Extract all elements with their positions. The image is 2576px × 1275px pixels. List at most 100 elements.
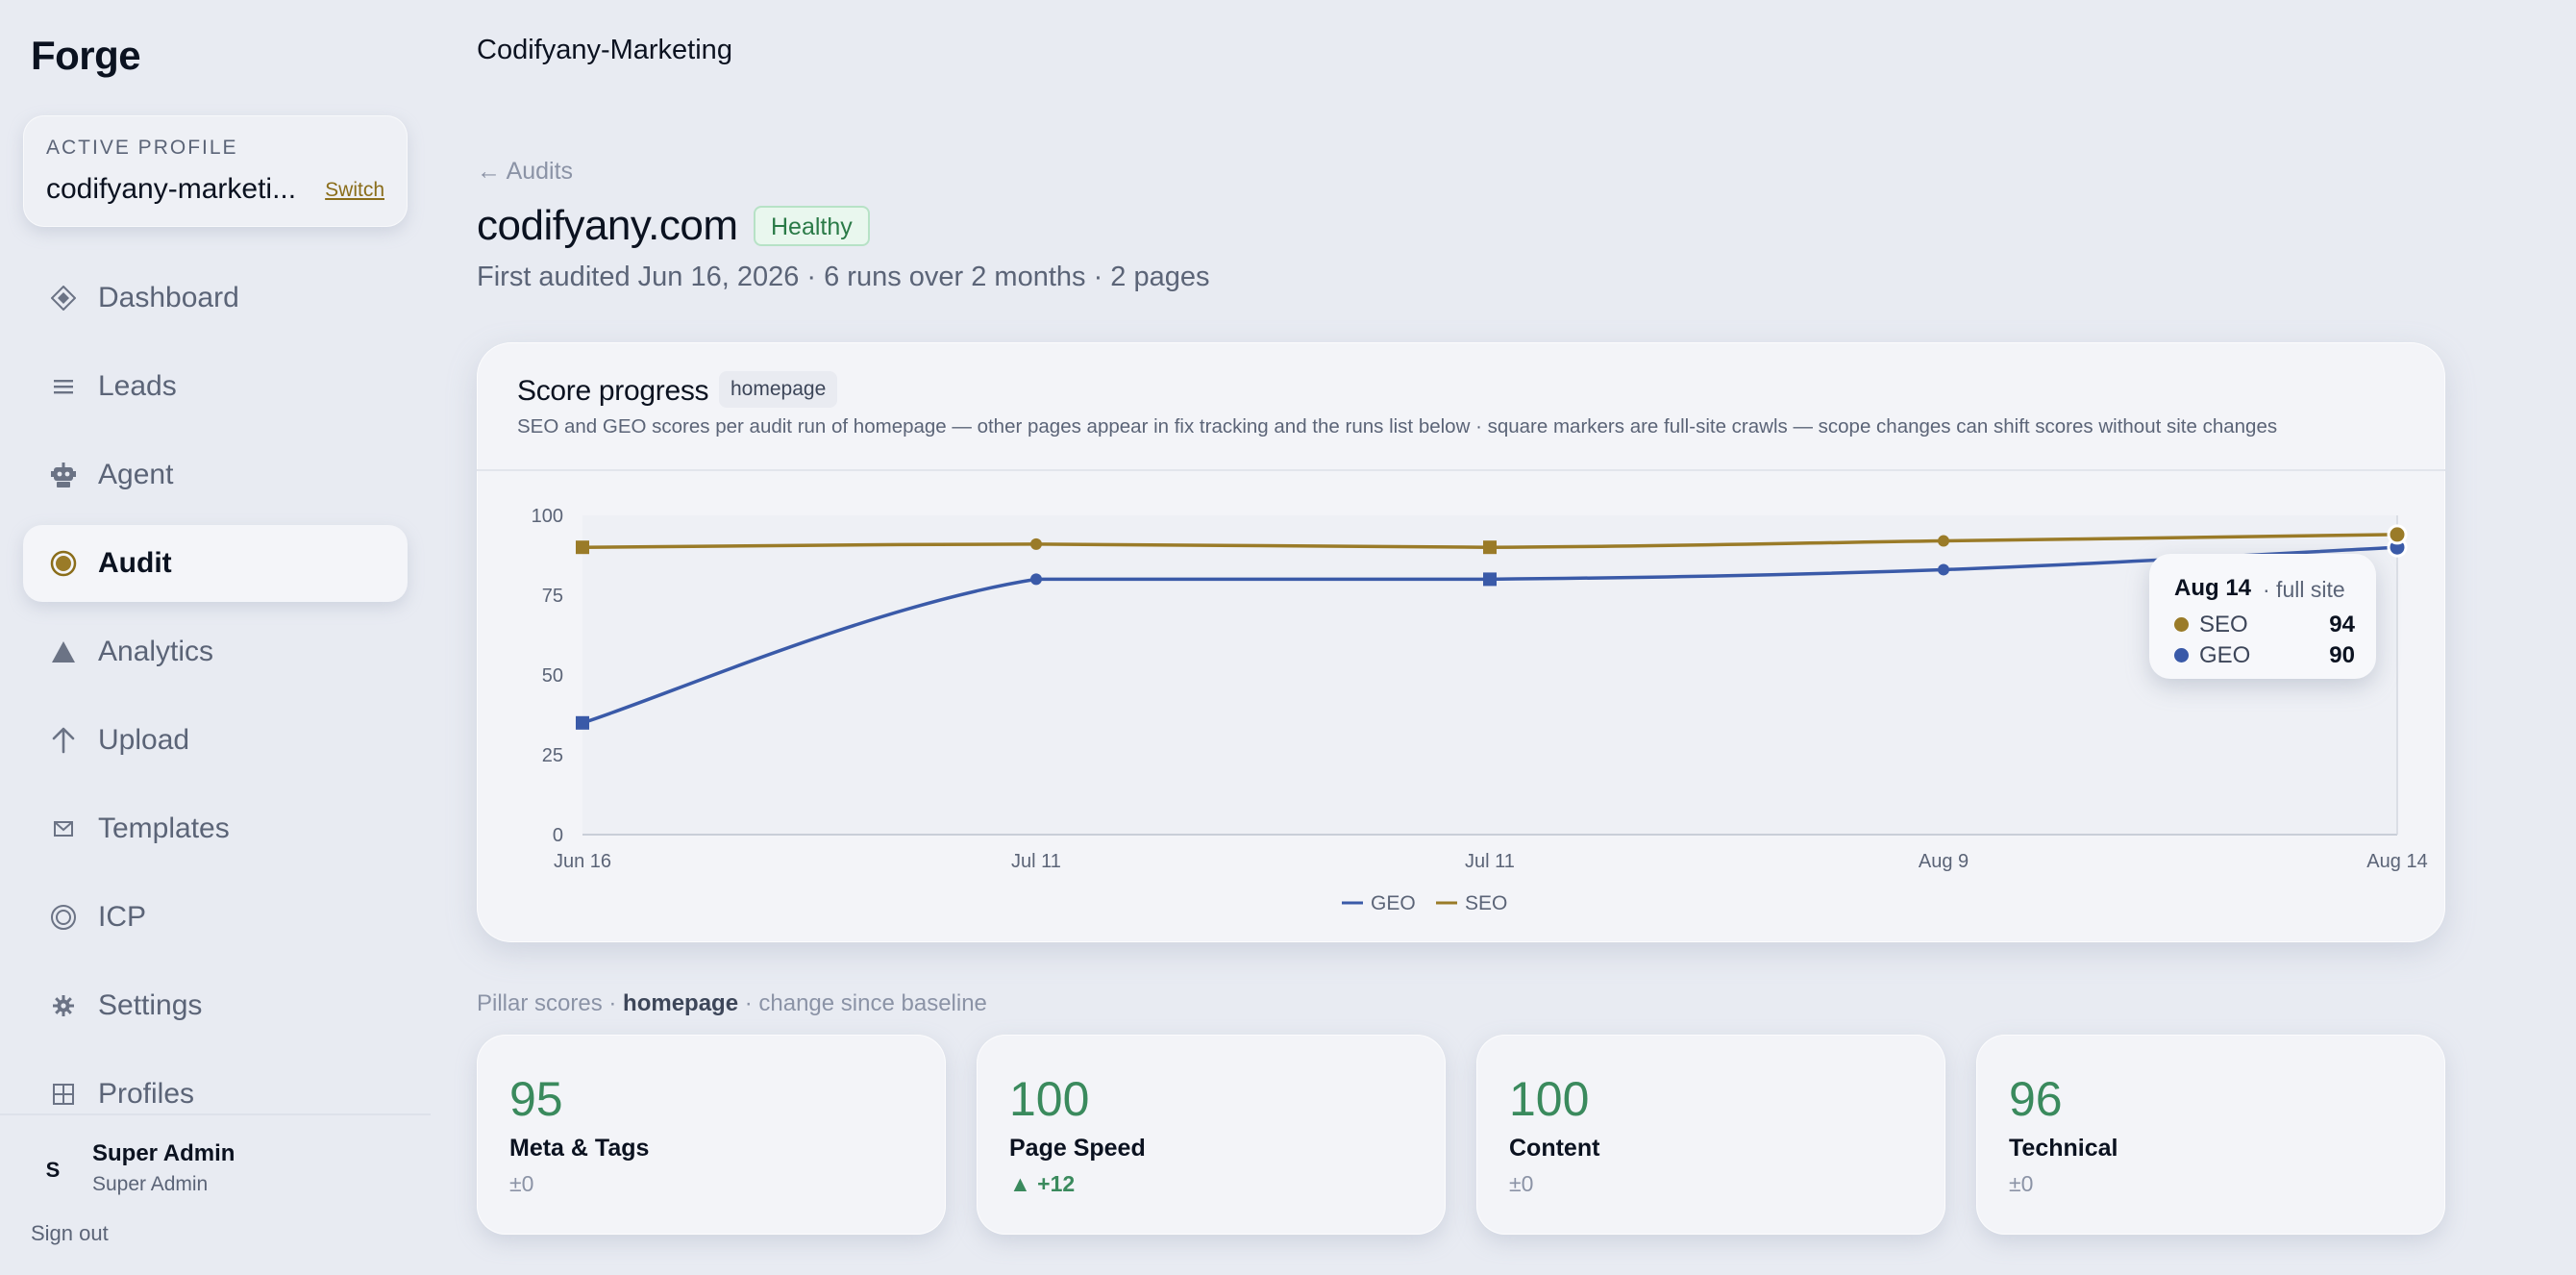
tooltip-series-name: SEO [2199, 612, 2248, 638]
sidebar-item-agent[interactable]: Agent [23, 437, 408, 513]
pillar-name: Page Speed [1009, 1135, 1146, 1162]
workspace-title: Codifyany-Marketing [477, 35, 732, 65]
robot-icon [50, 462, 77, 488]
pillar-delta: ±0 [1509, 1171, 1534, 1196]
user-name: Super Admin [92, 1140, 235, 1166]
tooltip-scope: · full site [2263, 577, 2345, 602]
target-icon [50, 550, 77, 577]
pillar-header-prefix: Pillar scores · [477, 990, 624, 1016]
sidebar-item-dashboard[interactable]: Dashboard [23, 260, 408, 337]
sidebar-item-audit[interactable]: Audit [23, 525, 408, 602]
pillar-name: Meta & Tags [509, 1135, 650, 1162]
x-tick-label: Aug 9 [1919, 851, 1969, 872]
arrow-up-icon [50, 727, 77, 754]
sidebar-item-label: Profiles [98, 1078, 195, 1110]
tooltip-series-name: GEO [2199, 642, 2251, 668]
chart-tooltip: Aug 14 · full site SEO 94 GEO 90 [2149, 554, 2376, 679]
seo-point-active [2387, 524, 2408, 545]
scope-tag: homepage [719, 371, 838, 408]
pillar-card-technical: 96 Technical ±0 [1976, 1035, 2445, 1235]
sidebar-item-upload[interactable]: Upload [23, 702, 408, 779]
y-tick-label: 100 [532, 506, 563, 527]
pillar-scores-header: Pillar scores · homepage · change since … [477, 990, 987, 1017]
active-profile-card: ACTIVE PROFILE codifyany-marketi... Swit… [23, 115, 408, 227]
sidebar-item-analytics[interactable]: Analytics [23, 613, 408, 690]
diamond-icon [50, 285, 77, 312]
active-profile-label: ACTIVE PROFILE [46, 137, 238, 159]
geo-legend-label: GEO [1371, 892, 1416, 914]
geo-point [1938, 563, 1949, 576]
sidebar-item-label: Templates [98, 812, 230, 844]
sidebar: Forge ACTIVE PROFILE codifyany-marketi..… [0, 0, 431, 1275]
gear-icon [50, 992, 77, 1019]
pillar-delta: ±0 [509, 1171, 534, 1196]
sign-out-link[interactable]: Sign out [31, 1221, 109, 1245]
switch-profile-link[interactable]: Switch [325, 179, 384, 201]
x-tick-label: Jun 16 [554, 851, 611, 872]
x-tick-label: Jul 11 [1011, 851, 1061, 872]
sidebar-item-label: Settings [98, 989, 203, 1021]
pillar-card-meta-tags: 95 Meta & Tags ±0 [477, 1035, 946, 1235]
list-icon [50, 373, 77, 400]
sidebar-nav: Dashboard Leads Agent Audit Analytics [23, 260, 408, 1144]
tooltip-row-seo: SEO 94 [2174, 610, 2355, 638]
pillar-delta: ▲ +12 [1009, 1171, 1076, 1196]
y-tick-label: 75 [542, 586, 563, 607]
sidebar-item-templates[interactable]: Templates [23, 790, 408, 867]
tooltip-series-value: 90 [2329, 642, 2355, 668]
tooltip-row-geo: GEO 90 [2174, 640, 2355, 669]
avatar: S [45, 1158, 61, 1182]
x-tick-label: Jul 11 [1465, 851, 1515, 872]
x-tick-label: Aug 14 [2366, 851, 2427, 872]
page-title: codifyany.com [477, 202, 738, 249]
pillar-score: 100 [1509, 1072, 1590, 1126]
seo-point-full-site [576, 540, 589, 555]
sidebar-item-settings[interactable]: Settings [23, 967, 408, 1044]
geo-point-full-site [1483, 572, 1497, 587]
seo-legend-label: SEO [1465, 892, 1507, 914]
geo-point [1030, 573, 1042, 586]
geo-point-full-site [576, 715, 589, 730]
sidebar-item-label: ICP [98, 901, 147, 933]
geo-dot-icon [2174, 648, 2189, 662]
grid-icon [50, 1081, 77, 1108]
pillar-header-scope: homepage [623, 990, 739, 1016]
sidebar-item-icp[interactable]: ICP [23, 879, 408, 956]
sidebar-item-label: Audit [98, 547, 172, 579]
y-tick-label: 50 [542, 665, 563, 687]
seo-point-full-site [1483, 540, 1497, 555]
pillar-card-page-speed: 100 Page Speed ▲ +12 [977, 1035, 1446, 1235]
sidebar-item-leads[interactable]: Leads [23, 348, 408, 425]
status-badge: Healthy [754, 206, 870, 246]
seo-point [1030, 538, 1042, 550]
audit-summary: First audited Jun 16, 2026 · 6 runs over… [477, 262, 1210, 292]
user-role: Super Admin [92, 1173, 209, 1195]
pillar-name: Technical [2009, 1135, 2118, 1162]
triangle-icon [50, 638, 77, 665]
tooltip-date: Aug 14 [2174, 575, 2252, 601]
score-progress-card: Score progress homepage SEO and GEO scor… [477, 342, 2445, 942]
pillar-score: 100 [1009, 1072, 1090, 1126]
ring-icon [50, 904, 77, 931]
active-profile-name: codifyany-marketi... [46, 173, 297, 205]
chart-divider [477, 469, 2445, 471]
seo-dot-icon [2174, 617, 2189, 632]
pillar-card-content: 100 Content ±0 [1476, 1035, 1945, 1235]
sidebar-item-label: Analytics [98, 636, 214, 667]
pillar-score: 96 [2009, 1072, 2063, 1126]
back-to-audits-link[interactable]: ← Audits [477, 158, 574, 185]
y-tick-label: 0 [553, 825, 563, 846]
pillar-score: 95 [509, 1072, 563, 1126]
seo-point [1938, 535, 1949, 547]
brand-logo: Forge [31, 33, 141, 78]
chart-subtitle: SEO and GEO scores per audit run of home… [517, 415, 2278, 438]
sidebar-item-profiles[interactable]: Profiles [23, 1056, 408, 1133]
sidebar-item-label: Agent [98, 459, 174, 490]
pillar-header-suffix: · change since baseline [738, 990, 987, 1016]
sidebar-divider [0, 1113, 431, 1115]
y-tick-label: 25 [542, 745, 563, 766]
pillar-name: Content [1509, 1135, 1600, 1162]
plot-area [582, 515, 2397, 835]
envelope-icon [50, 815, 77, 842]
score-line-chart[interactable]: 0 25 50 75 100 Jun 16 Jul 11 Jul 11 Aug 9 Aug 14 G… [477, 342, 2445, 942]
